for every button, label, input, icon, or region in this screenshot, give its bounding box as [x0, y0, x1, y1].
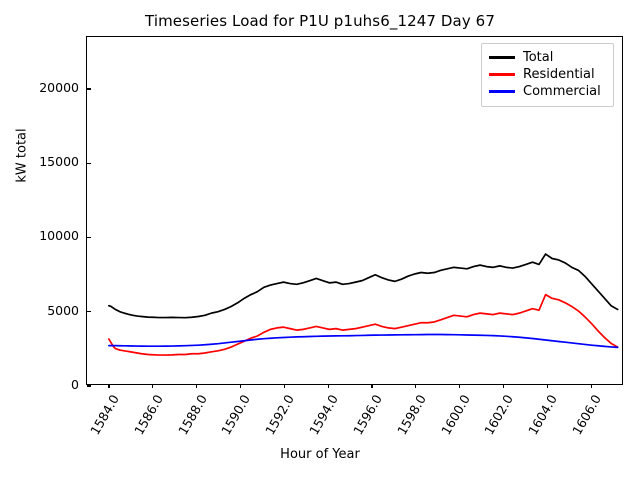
y-tick-label: 10000 — [39, 228, 79, 244]
x-tick-mark — [283, 384, 285, 388]
x-tick-mark — [590, 384, 592, 388]
legend-label: Residential — [523, 67, 595, 82]
series-line-residential — [109, 295, 618, 355]
x-tick-label-text: 1606.0 — [569, 392, 605, 438]
y-tick-label: 15000 — [39, 154, 79, 170]
chart-legend: Total Residential Commercial — [481, 43, 614, 107]
x-tick-mark — [195, 384, 198, 388]
x-tick-label-text: 1598.0 — [393, 392, 429, 438]
x-tick-label-text: 1588.0 — [174, 392, 210, 438]
legend-item-total[interactable]: Total — [489, 49, 606, 66]
x-tick-label-text: 1586.0 — [130, 392, 166, 438]
chart-title: Timeseries Load for P1U p1uhs6_1247 Day … — [145, 12, 495, 30]
legend-color-swatch — [489, 56, 515, 59]
series-line-total — [109, 254, 618, 318]
y-tick-label: 20000 — [39, 79, 79, 95]
series-line-commercial — [109, 335, 618, 348]
x-tick-mark — [327, 384, 329, 388]
y-tick-mark — [87, 311, 91, 313]
x-tick-label-text: 1594.0 — [306, 392, 342, 438]
x-tick-label-text: 1592.0 — [262, 392, 298, 438]
x-tick-label-text: 1604.0 — [525, 392, 561, 438]
x-tick-mark — [108, 384, 110, 388]
x-tick-label-text: 1584.0 — [87, 392, 122, 438]
x-tick-mark — [415, 384, 417, 388]
x-tick-label-text: 1590.0 — [218, 392, 254, 438]
legend-item-residential[interactable]: Residential — [489, 66, 606, 83]
x-tick-label-text: 1600.0 — [437, 392, 473, 438]
y-tick-label: 5000 — [47, 302, 79, 318]
x-tick-label-text: 1602.0 — [481, 392, 517, 438]
y-tick-label: 0 — [71, 377, 79, 392]
x-tick-mark — [459, 384, 461, 388]
y-tick-mark — [87, 162, 91, 164]
y-tick-mark — [87, 236, 91, 239]
x-tick-mark — [546, 384, 548, 388]
x-axis-label: Hour of Year — [280, 447, 360, 462]
legend-label: Total — [523, 50, 554, 65]
x-tick-mark — [239, 384, 242, 388]
legend-item-commercial[interactable]: Commercial — [489, 83, 606, 100]
legend-color-swatch — [489, 90, 515, 93]
legend-label: Commercial — [523, 84, 601, 99]
x-tick-mark — [502, 384, 505, 388]
plot-lines — [87, 37, 622, 384]
legend-color-swatch — [489, 73, 515, 76]
x-tick-mark — [152, 384, 154, 388]
y-axis-label: kW total — [14, 128, 30, 183]
x-tick-label-text: 1596.0 — [350, 392, 385, 438]
x-tick-mark — [371, 384, 373, 388]
y-tick-mark — [87, 385, 91, 387]
y-tick-mark — [87, 88, 91, 90]
